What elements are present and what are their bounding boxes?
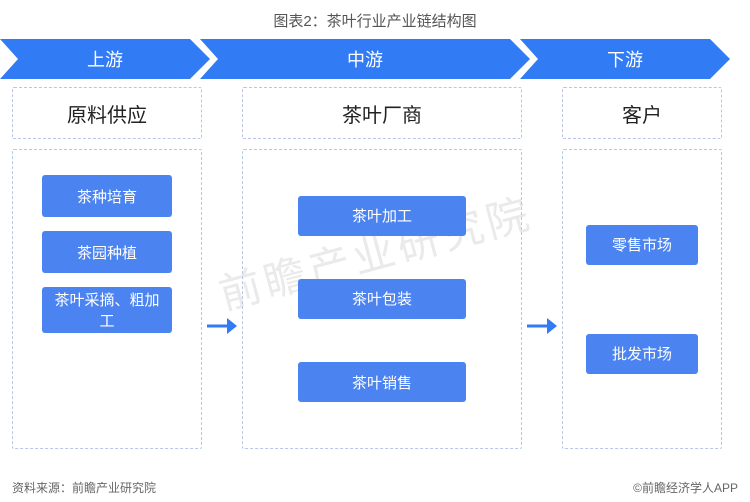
arrow-downstream-label: 下游 [607,46,643,72]
body-downstream: 零售市场 批发市场 [562,149,722,449]
arrow-right-icon [207,314,237,343]
pill-upstream-0: 茶种培育 [42,175,172,217]
arrow-upstream: 上游 [0,39,210,79]
pill-downstream-0: 零售市场 [586,225,698,265]
pill-midstream-2: 茶叶销售 [298,362,466,402]
pill-midstream-1: 茶叶包装 [298,279,466,319]
footer-source: 资料来源：前瞻产业研究院 [12,479,156,496]
footer-copyright: ©前瞻经济学人APP [633,479,738,496]
col-midstream: 茶叶厂商 茶叶加工 茶叶包装 茶叶销售 [242,87,522,449]
stage-arrow-row: 上游 中游 下游 [0,39,750,79]
arrow-downstream: 下游 [520,39,730,79]
pill-midstream-0: 茶叶加工 [298,196,466,236]
chart-title: 图表2：茶叶行业产业链结构图 [0,0,750,39]
footer: 资料来源：前瞻产业研究院 ©前瞻经济学人APP [12,479,738,496]
arrow-upstream-label: 上游 [87,46,123,72]
arrow-right-icon [527,314,557,343]
header-upstream: 原料供应 [12,87,202,139]
connector-1 [202,87,242,449]
connector-2 [522,87,562,449]
arrow-midstream: 中游 [200,39,530,79]
pill-upstream-1: 茶园种植 [42,231,172,273]
columns-container: 原料供应 茶种培育 茶园种植 茶叶采摘、粗加工 茶叶厂商 茶叶加工 茶叶包装 茶… [0,79,750,449]
col-downstream: 客户 零售市场 批发市场 [562,87,722,449]
arrow-midstream-label: 中游 [347,46,383,72]
pill-upstream-2: 茶叶采摘、粗加工 [42,287,172,333]
header-downstream: 客户 [562,87,722,139]
pill-downstream-1: 批发市场 [586,334,698,374]
header-midstream: 茶叶厂商 [242,87,522,139]
col-upstream: 原料供应 茶种培育 茶园种植 茶叶采摘、粗加工 [12,87,202,449]
body-midstream: 茶叶加工 茶叶包装 茶叶销售 [242,149,522,449]
body-upstream: 茶种培育 茶园种植 茶叶采摘、粗加工 [12,149,202,449]
